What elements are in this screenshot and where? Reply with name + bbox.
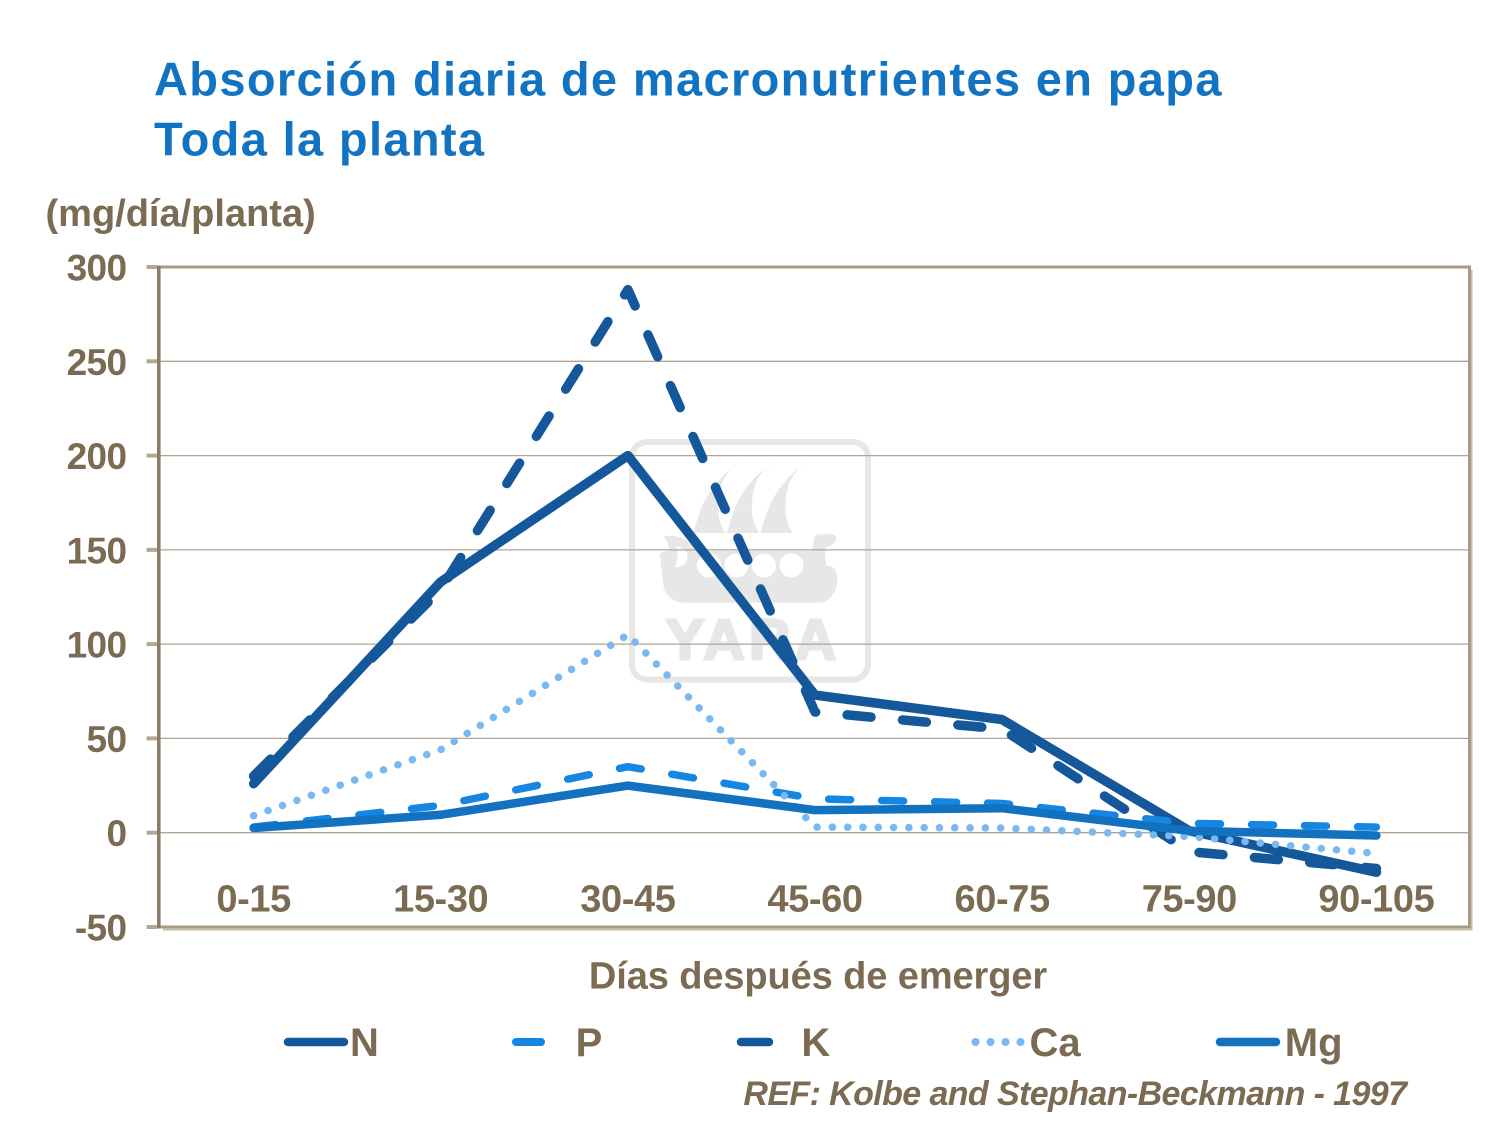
- svg-text:Absorción diaria de macronutri: Absorción diaria de macronutrientes en p…: [154, 53, 1223, 106]
- svg-text:45-60: 45-60: [767, 879, 862, 921]
- svg-text:150: 150: [67, 530, 127, 571]
- svg-text:0: 0: [107, 813, 127, 854]
- svg-text:P: P: [576, 1021, 603, 1065]
- svg-text:50: 50: [87, 719, 127, 760]
- svg-text:Mg: Mg: [1285, 1021, 1343, 1065]
- svg-text:REF: Kolbe and Stephan-Beckman: REF: Kolbe and Stephan-Beckmann - 1997: [743, 1075, 1409, 1113]
- svg-text:K: K: [801, 1021, 830, 1065]
- svg-text:0-15: 0-15: [216, 879, 291, 921]
- svg-text:-50: -50: [75, 908, 127, 949]
- svg-text:200: 200: [67, 436, 127, 477]
- svg-text:Toda la planta: Toda la planta: [154, 113, 485, 166]
- svg-text:Días después de emerger: Días después de emerger: [589, 956, 1047, 998]
- svg-text:30-45: 30-45: [580, 879, 675, 921]
- svg-text:90-105: 90-105: [1318, 879, 1434, 921]
- svg-text:N: N: [350, 1021, 379, 1065]
- svg-text:Ca: Ca: [1030, 1021, 1082, 1065]
- svg-text:(mg/día/planta): (mg/día/planta): [46, 193, 316, 235]
- svg-text:300: 300: [67, 248, 127, 289]
- svg-text:15-30: 15-30: [393, 879, 488, 921]
- svg-text:100: 100: [67, 625, 127, 666]
- svg-text:75-90: 75-90: [1142, 879, 1237, 921]
- svg-text:60-75: 60-75: [954, 879, 1049, 921]
- svg-text:250: 250: [67, 342, 127, 383]
